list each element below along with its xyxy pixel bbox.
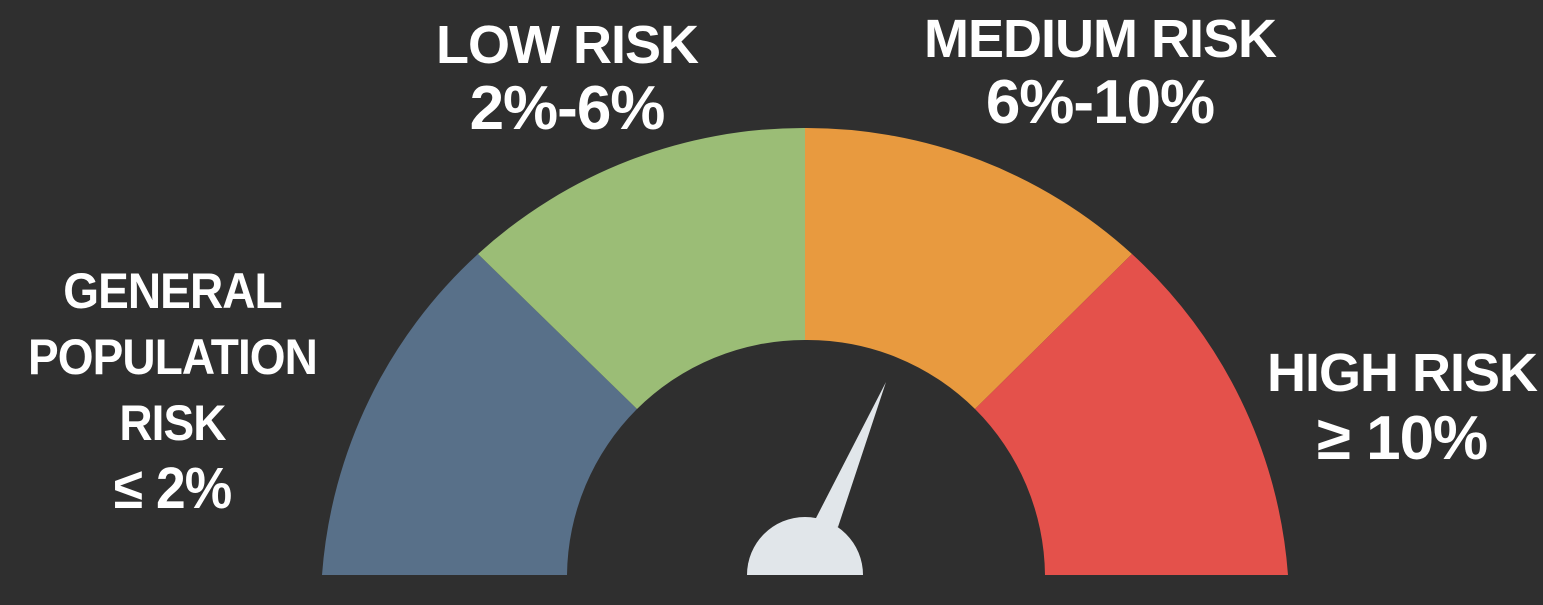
high-risk-range: ≥ 10% xyxy=(1316,404,1488,473)
high-risk-name: HIGH RISK xyxy=(1266,343,1538,403)
gauge-segment-low-risk xyxy=(478,127,805,409)
high-risk-label: HIGH RISK ≥ 10% xyxy=(1262,346,1542,470)
needle-hub xyxy=(747,517,863,575)
general-population-range: ≤ 2% xyxy=(113,456,232,521)
general-population-name-line-1: GENERAL xyxy=(63,263,282,319)
medium-risk-range: 6%-10% xyxy=(985,68,1215,137)
gauge-segment-high-risk xyxy=(975,254,1288,575)
general-population-risk-label: GENERAL POPULATION RISK ≤ 2% xyxy=(14,266,331,526)
general-population-name-line-2: POPULATION xyxy=(28,329,318,385)
low-risk-name: LOW RISK xyxy=(436,15,699,75)
gauge-segment-medium-risk xyxy=(805,127,1132,409)
gauge-needle xyxy=(747,382,886,575)
medium-risk-label: MEDIUM RISK 6%-10% xyxy=(900,12,1300,134)
medium-risk-name: MEDIUM RISK xyxy=(924,9,1277,69)
low-risk-label: LOW RISK 2%-6% xyxy=(420,18,714,140)
general-population-name-line-3: RISK xyxy=(119,395,226,451)
low-risk-range: 2%-6% xyxy=(469,74,666,143)
needle-pointer xyxy=(815,382,886,527)
gauge-segment-general-population xyxy=(322,254,637,575)
